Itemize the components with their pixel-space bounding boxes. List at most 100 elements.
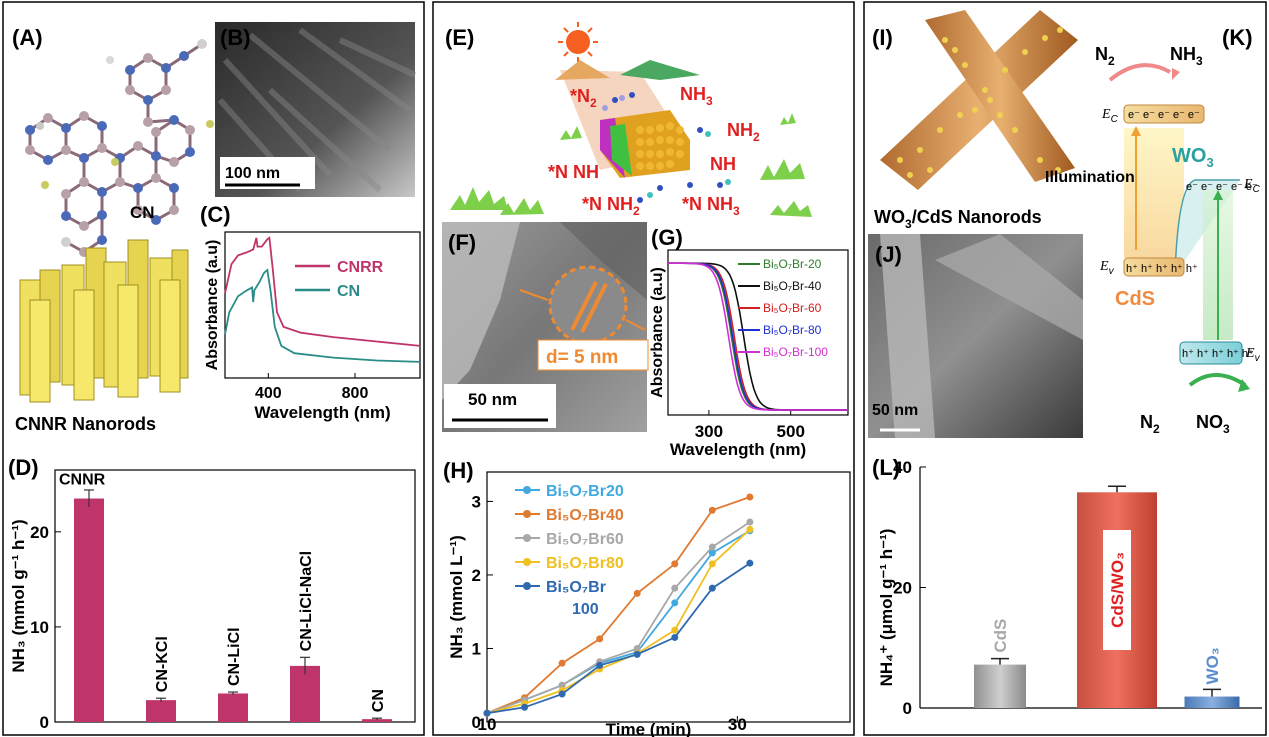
wo3-valence-band [1179, 341, 1243, 365]
cds-conduction-band [1123, 104, 1205, 124]
legend-label-g: Bi₅O₇Br-40 [763, 279, 822, 293]
data-point-h [708, 549, 716, 557]
y-tick-label-h: 0 [472, 713, 481, 732]
cn-label: CN [130, 203, 155, 222]
y-axis-label-d: NH₃ (mmol g⁻¹ h⁻¹) [9, 519, 28, 672]
y-tick-label-d: 0 [40, 713, 49, 732]
d-spacing-box [537, 339, 649, 371]
data-point-h [708, 506, 716, 514]
panel-letter-c: (C) [200, 202, 231, 227]
legend-marker-h [523, 534, 531, 542]
y-tick-label-h: 3 [472, 492, 481, 511]
x-tick-label-g: 500 [777, 422, 805, 441]
label-nh2: NH2 [727, 120, 760, 144]
bar-label-l: CdS [991, 619, 1010, 653]
nanorod-cross-image [880, 10, 1078, 190]
legend-marker-h [523, 558, 531, 566]
legend-marker-h [523, 582, 531, 590]
bar-cnnr [74, 498, 104, 722]
series-line-cnrr [224, 236, 421, 347]
bar-cn [362, 719, 392, 722]
ev-left-label: Ev [1099, 259, 1115, 277]
y-axis-label-h: NH₃ (mmol L⁻¹) [447, 535, 466, 659]
series-line-h [486, 496, 751, 715]
bar-cn-kcl [146, 700, 176, 722]
panel-letter-a: (A) [12, 25, 43, 50]
x-axis-label-c: Wavelength (nm) [254, 403, 390, 422]
legend-label-g: Bi₅O₇Br-80 [763, 323, 822, 337]
panel-letter-j: (J) [875, 242, 902, 267]
x-axis-label-g: Wavelength (nm) [670, 440, 806, 459]
data-point-h [746, 559, 754, 567]
panel-j: WO3/CdS Nanorods (J) 50 nm [868, 207, 1083, 438]
bar-label-d: CN [370, 689, 387, 712]
panel-letter-b: (B) [220, 25, 251, 50]
panel-h: (H) 0 1 2 3 10 30 Time (min) NH₃ (mmol L⁻¹) Bi₅O… [443, 458, 851, 737]
panel-letter-g: (G) [651, 225, 683, 250]
legend-label-h: Bi₅O₇Br 100 [546, 579, 606, 618]
ec-left-label: EC [1101, 107, 1119, 125]
data-point-h [521, 703, 529, 711]
mountain-icon-2 [555, 60, 610, 80]
panel-i: (I) [872, 10, 1078, 190]
x-tick-label-c: 800 [342, 385, 369, 402]
column-frame-middle [432, 1, 855, 736]
label-n2-star: *N2 [570, 86, 597, 110]
legend-label-c: CN [337, 283, 360, 300]
series-line-g [668, 262, 848, 411]
mountain-icon [620, 60, 700, 80]
n2-top-label: N2 [1095, 44, 1115, 68]
label-n-nh: *N NH [548, 162, 599, 182]
label-nh3: NH3 [680, 84, 713, 108]
data-point-h [746, 525, 754, 533]
y-tick-label-h: 2 [472, 566, 481, 585]
legend-label-h: Bi₅O₇Br60 [546, 531, 624, 548]
panel-e: (E) [445, 22, 812, 218]
x-axis-label-h: Time (min) [606, 720, 692, 737]
data-point-h [708, 543, 716, 551]
holes-left: h⁺ h⁺ h⁺ h⁺ h⁺ [1126, 263, 1198, 275]
plot-area-c [224, 231, 421, 379]
lattice-fringes [570, 281, 608, 333]
data-point-h [746, 518, 754, 526]
bar-label-box-l [1103, 530, 1131, 650]
panel-f: (F) d= 5 nm 50 nm [442, 222, 649, 432]
series-line-h [486, 528, 751, 715]
d-spacing-label: d= 5 nm [546, 347, 618, 368]
bar-label-d: CN-LiCl-NaCl [298, 551, 315, 651]
bar-cn-licl-nacl [290, 665, 320, 722]
cds-valence-band [1123, 257, 1185, 277]
nh3-label-k: NH3 [1170, 44, 1203, 68]
data-point-h [558, 690, 566, 698]
panel-b: (B) 100 nm [215, 22, 417, 197]
x-tick-label-g: 300 [695, 422, 723, 441]
ev-right-label: Ev [1245, 346, 1261, 364]
data-point-h [596, 661, 604, 669]
legend-label-c: CNRR [337, 259, 384, 276]
legend-marker-h [523, 510, 531, 518]
legend-label-h: Bi₅O₇Br40 [546, 507, 624, 524]
y-tick-label-d: 10 [30, 618, 49, 637]
bar-0 [974, 664, 1026, 708]
data-point-h [558, 681, 566, 689]
column-frame-left [2, 1, 425, 736]
no3-label: NO3 [1196, 412, 1230, 436]
nh4-bar-chart-l: 0 20 40 NH₄⁺ (μmol g⁻¹ h⁻¹) CdS CdS/WO₃ WO₃ [877, 458, 1262, 718]
data-point-h [558, 659, 566, 667]
nanorods-illustration [19, 239, 189, 403]
y-tick-label-l: 20 [893, 579, 912, 598]
x-tick-label-h: 10 [478, 715, 497, 734]
label-n-nh3: *N NH3 [682, 194, 740, 218]
nh3-time-chart-h: 0 1 2 3 10 30 Time (min) NH₃ (mmol L⁻¹) Bi₅O₇Br2… [447, 471, 851, 737]
bar-label-d: CN-LiCl [226, 627, 243, 686]
legend-label-g: Bi₅O₇Br-100 [763, 345, 828, 359]
wo3-cds-title: WO3/CdS Nanorods [874, 207, 1042, 231]
data-point-h [708, 584, 716, 592]
y-tick-label-l: 0 [903, 699, 912, 718]
n2-bottom-label: N2 [1140, 412, 1160, 436]
column-frame-right [863, 1, 1267, 736]
panel-letter-e: (E) [445, 25, 474, 50]
